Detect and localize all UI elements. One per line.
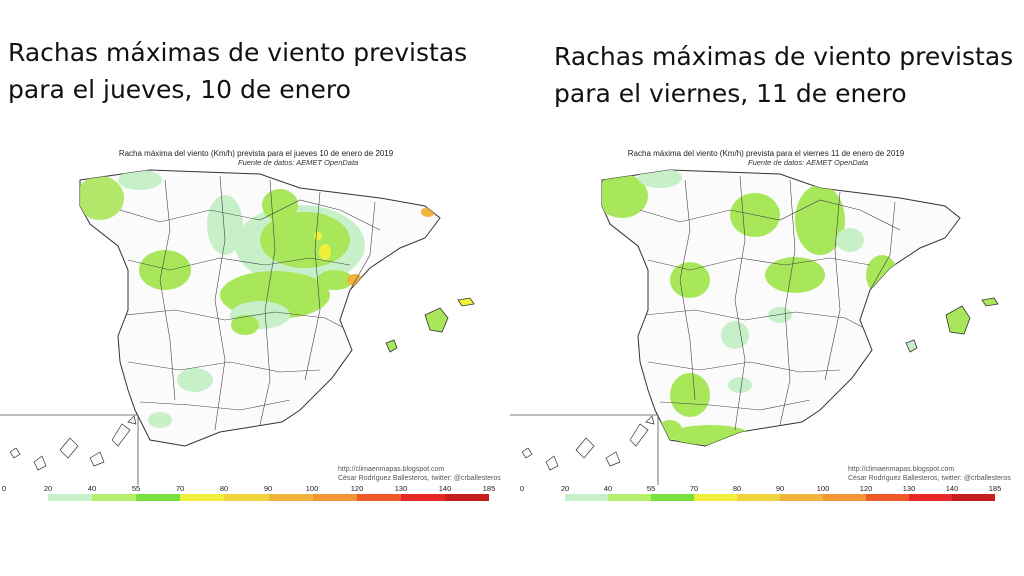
legend-tick: 90 — [775, 484, 785, 493]
credit-url: http://climaenmapas.blogspot.com — [338, 466, 445, 473]
legend-tick: 120 — [859, 484, 873, 493]
legend-color-swatch — [694, 494, 737, 501]
legend-color-swatch — [444, 494, 490, 501]
legend-tick: 130 — [902, 484, 916, 493]
legend-color-swatch — [180, 494, 225, 501]
credit-url: http://climaenmapas.blogspot.com — [848, 466, 955, 473]
province-borders — [119, 175, 381, 431]
legend-tick: 185 — [988, 484, 1002, 493]
legend-tick: 40 — [603, 484, 613, 493]
legend-ticks: 0 20 40 55 70 80 90 100 120 130 140 185 — [0, 484, 512, 494]
legend-color-swatch — [909, 494, 952, 501]
legend-tick: 70 — [689, 484, 699, 493]
legend-tick: 20 — [560, 484, 570, 493]
legend-color-swatch — [780, 494, 823, 501]
map-title: Racha máxima del viento (Km/h) prevista … — [118, 149, 394, 158]
headline-line-2: para el viernes, 11 de enero — [554, 79, 907, 108]
legend-color-swatch — [312, 494, 357, 501]
canary-islands-inset — [510, 414, 659, 485]
legend-tick: 20 — [43, 484, 53, 493]
legend-color-scale — [522, 494, 995, 501]
headline-friday: Rachas máximas de viento previstas para … — [554, 38, 1013, 112]
legend-tick: 140 — [945, 484, 959, 493]
legend-tick: 120 — [350, 484, 364, 493]
map-title: Racha máxima del viento (Km/h) prevista … — [627, 149, 905, 158]
legend-ticks: 0 20 40 55 70 80 90 100 120 130 140 185 — [510, 484, 1022, 494]
legend-color-swatch — [866, 494, 909, 501]
legend-tick: 80 — [219, 484, 229, 493]
menorca-island — [981, 297, 999, 307]
legend-tick: 55 — [646, 484, 656, 493]
legend-color-swatch — [952, 494, 995, 501]
map-panel-thursday: Racha máxima del viento (Km/h) prevista … — [0, 140, 512, 501]
menorca-island — [457, 297, 475, 307]
legend-tick: 55 — [131, 484, 141, 493]
mallorca-island — [945, 305, 971, 335]
canary-islands-inset — [0, 414, 139, 485]
legend-tick: 185 — [482, 484, 496, 493]
ibiza-island — [385, 339, 398, 353]
legend-tick: 0 — [1, 484, 7, 493]
legend-color-swatch — [4, 494, 49, 501]
legend-color-scale — [4, 494, 490, 501]
legend-tick: 100 — [816, 484, 830, 493]
legend-color-swatch — [565, 494, 608, 501]
legend-color-swatch — [224, 494, 269, 501]
legend-tick: 140 — [438, 484, 452, 493]
legend-color-swatch — [823, 494, 866, 501]
spain-wind-map — [510, 169, 999, 485]
legend-tick: 40 — [87, 484, 97, 493]
legend-color-swatch — [92, 494, 137, 501]
map-source: Fuente de datos: AEMET OpenData — [238, 158, 359, 167]
legend-color-swatch — [48, 494, 93, 501]
legend-tick: 70 — [175, 484, 185, 493]
headline-line-2: para el jueves, 10 de enero — [8, 75, 351, 104]
credit-author: César Rodríguez Ballesteros, twitter: @c… — [848, 475, 1011, 482]
legend-color-swatch — [268, 494, 313, 501]
legend-tick: 130 — [394, 484, 408, 493]
legend-tick: 80 — [732, 484, 742, 493]
legend-color-swatch — [400, 494, 445, 501]
legend-color-swatch — [522, 494, 565, 501]
map-panel-friday: Racha máxima del viento (Km/h) prevista … — [510, 140, 1022, 501]
legend-tick: 90 — [263, 484, 273, 493]
mallorca-island — [424, 307, 449, 333]
wind-zones — [80, 170, 435, 428]
ibiza-island — [905, 339, 918, 353]
legend-color-swatch — [608, 494, 651, 501]
headline-thursday: Rachas máximas de viento previstas para … — [8, 34, 467, 108]
legend-tick: 100 — [305, 484, 319, 493]
map-source: Fuente de datos: AEMET OpenData — [748, 158, 869, 167]
legend-color-swatch — [737, 494, 780, 501]
legend-color-swatch — [136, 494, 181, 501]
legend-color-swatch — [356, 494, 401, 501]
headline-line-1: Rachas máximas de viento previstas — [554, 42, 1014, 71]
province-borders — [639, 175, 901, 431]
spain-wind-map — [0, 169, 475, 485]
legend-tick: 0 — [519, 484, 525, 493]
credit-author: César Rodríguez Ballesteros, twitter: @c… — [338, 475, 501, 482]
headline-line-1: Rachas máximas de viento previstas — [8, 38, 468, 67]
legend-color-swatch — [651, 494, 694, 501]
